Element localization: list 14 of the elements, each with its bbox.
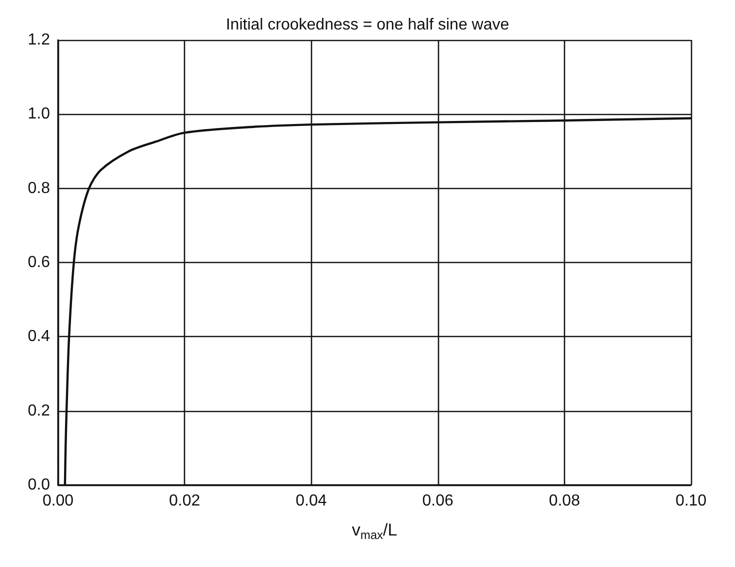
- y-tick-label: 0.0: [28, 476, 50, 494]
- x-tick-label: 0.08: [548, 492, 580, 510]
- y-tick-label: 1.2: [28, 32, 50, 48]
- x-tick-label: 0.04: [296, 492, 327, 510]
- chart-title: Initial crookedness = one half sine wave: [226, 16, 510, 34]
- y-tick-label: 0.8: [28, 180, 50, 197]
- y-tick-label: 0.4: [28, 328, 50, 346]
- x-tick-label: 0.00: [42, 492, 74, 510]
- y-tick-label: 0.2: [28, 402, 50, 420]
- x-tick-label: 0.10: [675, 492, 707, 510]
- x-tick-label: 0.02: [169, 492, 200, 510]
- y-tick-label: 0.6: [28, 254, 50, 271]
- x-tick-label: 0.06: [422, 492, 454, 510]
- y-tick-label: 1.0: [28, 106, 50, 123]
